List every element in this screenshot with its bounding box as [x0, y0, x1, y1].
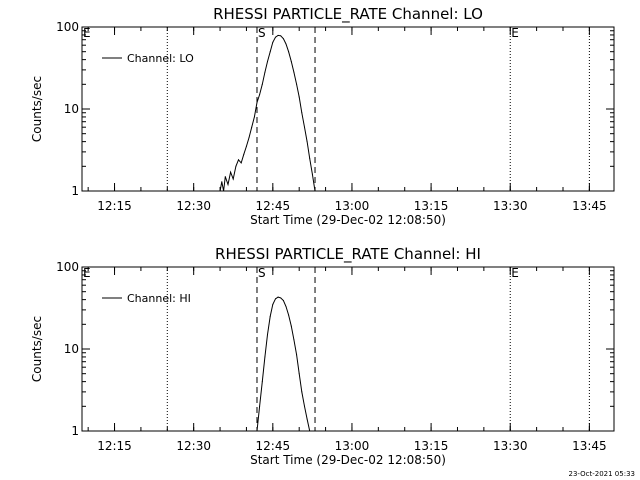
data-point	[223, 190, 225, 192]
x-tick-label: 13:15	[414, 439, 449, 453]
data-point	[245, 145, 247, 147]
event-marker-label: S	[258, 26, 266, 40]
x-tick-label: 12:30	[176, 199, 211, 213]
data-point	[248, 136, 250, 138]
data-point	[314, 190, 316, 192]
data-point	[243, 153, 245, 155]
x-tick-label: 13:30	[493, 439, 528, 453]
chart-title: RHESSI PARTICLE_RATE Channel: LO	[213, 5, 483, 24]
y-tick-label: 1	[71, 424, 79, 438]
data-point	[272, 303, 274, 305]
data-point	[275, 298, 276, 300]
x-tick-label: 13:15	[414, 199, 449, 213]
x-tick-label: 12:15	[97, 199, 132, 213]
data-point	[282, 300, 284, 301]
x-tick-label: 12:45	[256, 439, 291, 453]
data-point	[240, 162, 242, 164]
data-point	[282, 38, 284, 40]
x-tick-label: 13:30	[493, 199, 528, 213]
data-point	[290, 325, 292, 327]
data-point	[259, 94, 261, 96]
data-point	[311, 173, 313, 175]
x-tick-label: 12:45	[256, 199, 291, 213]
data-point	[298, 373, 300, 375]
data-point	[277, 296, 279, 298]
y-tick-label: 100	[56, 260, 79, 274]
data-point	[309, 430, 311, 432]
event-marker-label: S	[258, 266, 266, 280]
data-point	[293, 71, 295, 73]
data-point	[256, 102, 258, 103]
data-point	[259, 405, 261, 407]
data-point	[232, 178, 234, 180]
data-point	[298, 96, 300, 98]
chart-title: RHESSI PARTICLE_RATE Channel: HI	[215, 245, 481, 264]
x-tick-label: 13:00	[335, 439, 370, 453]
data-point	[264, 356, 266, 358]
data-point	[309, 157, 311, 159]
data-point	[288, 314, 290, 316]
data-point	[301, 391, 303, 393]
data-point	[253, 116, 255, 118]
legend-label: Channel: LO	[127, 52, 194, 65]
data-point	[261, 83, 263, 85]
event-marker-label: E	[511, 26, 519, 40]
event-marker-label: E	[83, 26, 91, 40]
data-point	[221, 181, 223, 183]
y-axis-label: Counts/sec	[30, 76, 44, 142]
data-point	[251, 126, 253, 128]
y-axis-label: Counts/sec	[30, 316, 44, 382]
data-point	[227, 184, 229, 185]
data-point	[264, 71, 266, 73]
data-point	[272, 41, 274, 43]
data-point	[306, 418, 308, 420]
data-point	[280, 35, 282, 37]
x-tick-label: 12:30	[176, 439, 211, 453]
data-point	[269, 51, 271, 53]
legend-label: Channel: HI	[127, 292, 191, 305]
x-tick-label: 13:45	[572, 439, 607, 453]
data-point	[304, 405, 305, 407]
x-axis-label: Start Time (29-Dec-02 12:08:50)	[250, 453, 446, 467]
data-point	[238, 159, 239, 161]
data-point	[288, 51, 290, 53]
data-point	[304, 126, 305, 128]
x-tick-label: 13:00	[335, 199, 370, 213]
y-tick-label: 10	[64, 342, 79, 356]
data-point	[256, 430, 258, 432]
data-point	[301, 112, 303, 114]
x-tick-label: 12:15	[97, 439, 132, 453]
data-point	[219, 190, 221, 192]
data-point	[285, 306, 287, 307]
data-point	[269, 315, 271, 317]
data-point	[290, 61, 292, 62]
data-point	[267, 334, 268, 336]
event-marker-label: E	[511, 266, 519, 280]
data-point	[296, 83, 298, 85]
data-point	[277, 34, 279, 36]
data-point	[275, 36, 276, 38]
footer-timestamp: 23-Oct-2021 05:33	[568, 470, 635, 478]
data-point	[267, 61, 268, 62]
data-point	[306, 141, 308, 143]
data-point	[224, 176, 226, 178]
series-line	[256, 296, 311, 432]
data-point	[293, 339, 295, 341]
data-point	[285, 43, 287, 45]
data-point	[230, 171, 232, 173]
y-tick-label: 10	[64, 102, 79, 116]
data-point	[261, 381, 263, 383]
data-point	[280, 297, 282, 299]
chart-panel-2: RHESSI PARTICLE_RATE Channel: HI Counts/s…	[30, 245, 615, 467]
y-tick-label: 100	[56, 20, 79, 34]
chart-panel-1: RHESSI PARTICLE_RATE Channel: LO Counts/s…	[30, 5, 615, 227]
data-point	[235, 165, 237, 167]
event-marker-label: E	[83, 266, 91, 280]
series-line	[219, 34, 316, 192]
data-point	[296, 354, 298, 356]
y-tick-label: 1	[71, 184, 79, 198]
x-axis-label: Start Time (29-Dec-02 12:08:50)	[250, 213, 446, 227]
x-tick-label: 13:45	[572, 199, 607, 213]
